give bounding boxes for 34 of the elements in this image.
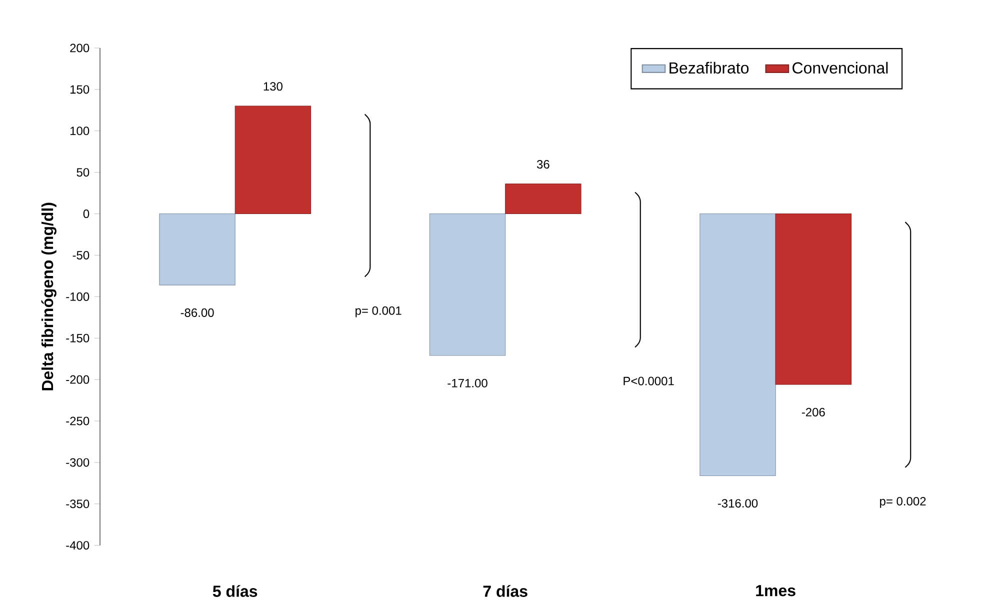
bar [234, 106, 312, 214]
y-tick-label: -150 [66, 334, 90, 342]
data-label: -86.00 [180, 308, 214, 317]
x-tick-label: 5 días [212, 585, 258, 597]
y-tick-label: 0 [83, 210, 90, 218]
y-tick-label: -400 [66, 541, 90, 550]
legend-label: Bezafibrato [670, 62, 749, 74]
bar [505, 184, 582, 214]
bar [775, 214, 852, 385]
annotation: p= 0.002 [880, 496, 926, 508]
y-tick-label: -350 [66, 500, 90, 508]
y-tick-label: 200 [70, 44, 90, 52]
data-label: 130 [264, 82, 282, 91]
y-tick-label: -200 [66, 375, 90, 384]
y-tick-label: 50 [76, 168, 90, 177]
y-tick-label: -100 [66, 292, 90, 301]
annotation: P<0.0001 [624, 376, 674, 386]
bar [700, 214, 776, 476]
data-label: -206 [802, 408, 825, 416]
data-label: 36 [536, 160, 550, 169]
y-tick-label: -250 [66, 416, 90, 426]
bar [429, 214, 506, 356]
y-tick-label: -50 [72, 250, 90, 260]
y-tick-label: 100 [70, 126, 90, 136]
x-tick-label: 1mes [756, 585, 796, 596]
bar [159, 214, 236, 286]
x-tick-label: 7 días [483, 585, 528, 597]
y-tick-label: -300 [66, 458, 90, 467]
data-label: -171.00 [448, 378, 488, 388]
y-tick-label: 150 [70, 85, 90, 94]
annotation: p= 0.001 [356, 306, 402, 318]
y-axis-title: Delta fibrinógeno (mg/dl) [41, 202, 56, 390]
data-label: -316.00 [718, 499, 758, 508]
legend-label: Convencional [792, 62, 888, 74]
